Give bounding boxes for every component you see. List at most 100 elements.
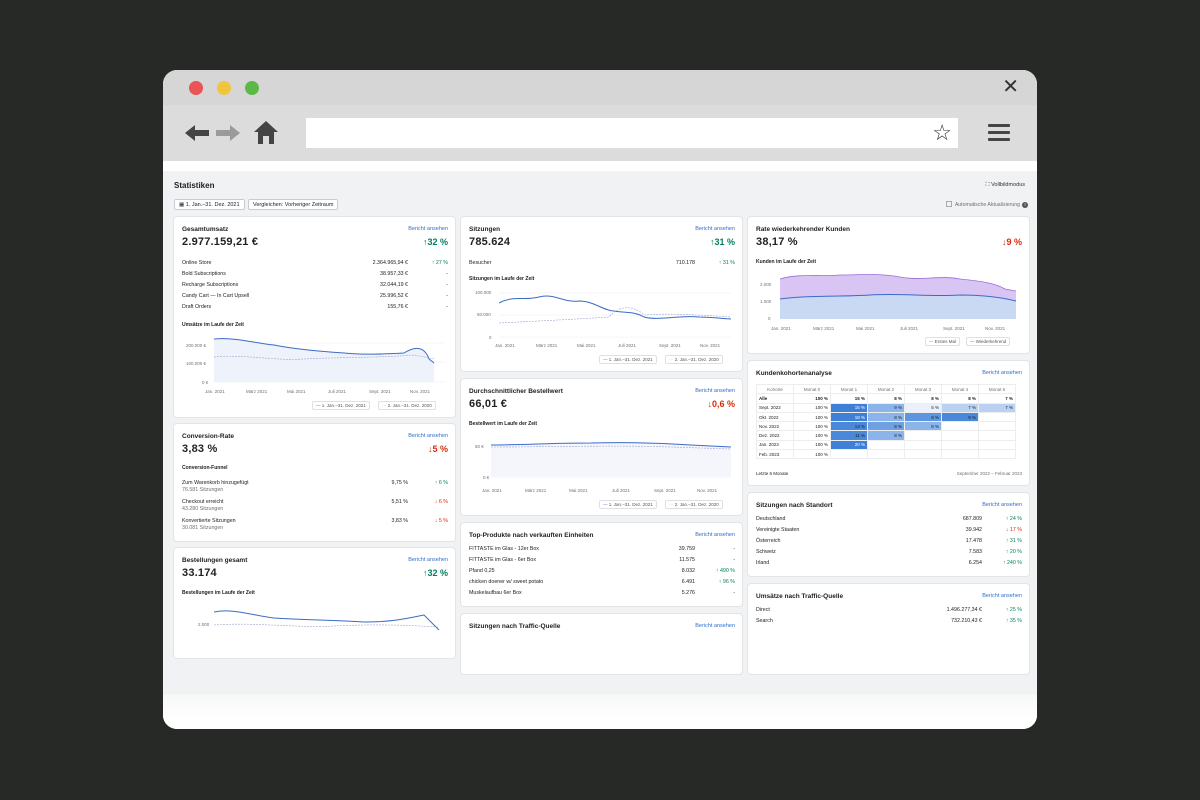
x-tick: Juli 2021 (612, 488, 631, 493)
legend-current: — 1. Jan.–31. Dez. 2021 (599, 500, 657, 509)
view-report-link[interactable]: Bericht ansehen (408, 226, 448, 232)
cohort-cell: 15 % (830, 402, 868, 413)
address-bar[interactable]: ☆ (306, 118, 958, 148)
auto-update-label: Automatische Aktualisierung (954, 202, 1020, 208)
cohort-cell (978, 421, 1016, 432)
close-window-button[interactable] (189, 81, 203, 95)
y-tick: 100.000 € (186, 361, 207, 366)
row-value: 2.364.965,94 € (372, 260, 408, 266)
row-value: 39.942 (965, 527, 982, 533)
funnel-sub: 43.280 Sitzungen (182, 506, 448, 517)
y-tick: 200.000 € (186, 343, 207, 348)
card-title: Sitzungen nach Standort (756, 502, 833, 509)
fullscreen-button[interactable]: ⛶ Vollbildmodus (986, 182, 1025, 189)
x-tick: Juli 2021 (618, 343, 637, 348)
table-row: Pfand 0,25 8.032 ↑ 490 % (469, 568, 735, 579)
row-value: 155,76 € (387, 304, 408, 310)
location-card: Sitzungen nach Standort Bericht ansehen … (748, 493, 1029, 576)
cohort-cell (978, 411, 1016, 423)
forward-arrow-icon[interactable] (216, 124, 240, 142)
cohort-cell: 20 % (830, 439, 868, 451)
top-products-card: Top-Produkte nach verkauften Einheiten B… (461, 523, 742, 606)
x-tick: Sept. 2021 (943, 326, 965, 331)
home-icon[interactable] (254, 120, 278, 144)
row-change: ↑ 27 % (431, 260, 448, 266)
row-value: 5,51 % (391, 499, 409, 505)
view-report-link[interactable]: Bericht ansehen (408, 557, 448, 563)
cohort-header: Monat 2 (867, 383, 905, 395)
cohort-cell: Alle (756, 393, 794, 404)
row-change: ↑ 96 % (718, 579, 735, 585)
legend-current: — 1. Jan.–31. Dez. 2021 (312, 401, 370, 410)
row-change-value: 31 % (722, 260, 735, 266)
row-sub: 76.581 Sitzungen (182, 487, 224, 493)
cohort-header: Monat 5 (978, 383, 1016, 395)
browser-window: ✕ ☆ Statistiken ⛶ Vollbildmodus ▦ 1. Jan… (163, 70, 1037, 729)
cohort-cell: 8 % (904, 393, 942, 404)
cohort-cell: 8 % (904, 411, 942, 423)
auto-update-toggle[interactable]: Automatische Aktualisierung? (945, 201, 1028, 208)
row-change-value: 31 % (1009, 538, 1022, 544)
hamburger-menu-icon[interactable] (988, 124, 1010, 145)
row-label: Konvertierte Sitzungen (182, 518, 236, 524)
row-value: 710.178 (675, 260, 695, 266)
view-report-link[interactable]: Bericht ansehen (982, 370, 1022, 376)
cohort-row: Feb. 2023 100 % (756, 449, 1016, 460)
help-icon[interactable]: ? (1022, 202, 1028, 208)
date-range-button[interactable]: ▦ 1. Jan.–31. Dez. 2021 (174, 199, 245, 210)
compare-button[interactable]: Vergleichen: Vorheriger Zeitraum (248, 199, 339, 210)
cohort-cell (978, 439, 1016, 451)
back-arrow-icon[interactable] (185, 124, 209, 142)
row-change: - (446, 282, 448, 288)
view-report-link[interactable]: Bericht ansehen (982, 593, 1022, 599)
table-row: chicken doener w/ sweet potato 6.491 ↑ 96 … (469, 579, 735, 590)
cohort-cell (904, 449, 942, 460)
change-value: 32 % (427, 237, 448, 247)
close-icon[interactable]: ✕ (1002, 76, 1019, 98)
date-range-label: 1. Jan.–31. Dez. 2021 (185, 202, 240, 208)
row-change: ↑ 31 % (1005, 538, 1022, 544)
view-report-link[interactable]: Bericht ansehen (695, 532, 735, 538)
cohort-header: Monat 4 (941, 383, 979, 395)
bookmark-star-icon[interactable]: ☆ (932, 120, 952, 145)
row-value: 1.496.277,34 € (946, 607, 982, 613)
aov-line-chart (491, 442, 731, 478)
cohort-cell: 9 % (941, 411, 979, 423)
x-tick: März 2021 (246, 389, 268, 394)
view-report-link[interactable]: Bericht ansehen (982, 502, 1022, 508)
row-label: FITTASTE im Glas - 6er Box (469, 557, 537, 563)
maximize-window-button[interactable] (245, 81, 259, 95)
sessions-line-chart (499, 292, 731, 338)
row-label: Draft Orders (182, 304, 212, 310)
cohort-cell: 7 % (978, 393, 1016, 404)
legend-label: 1. Jan.–31. Dez. 2021 (608, 502, 653, 507)
cohort-cell (941, 421, 979, 432)
minimize-window-button[interactable] (217, 81, 231, 95)
table-row: Search 732.210,43 € ↑ 35 % (756, 618, 1022, 629)
row-change-value: 24 % (1009, 516, 1022, 522)
row-value: 6.254 (968, 560, 982, 566)
view-report-link[interactable]: Bericht ansehen (695, 623, 735, 629)
view-report-link[interactable]: Bericht ansehen (408, 433, 448, 439)
row-value: 32.044,19 € (380, 282, 408, 288)
card-title: Top-Produkte nach verkauften Einheiten (469, 532, 594, 539)
row-value: 11.575 (679, 557, 695, 563)
x-tick: Mai 2021 (287, 389, 306, 394)
row-change-value: 6 % (438, 480, 448, 486)
row-value: 6.491 (681, 579, 695, 585)
table-row: FITTASTE im Glas - 12er Box 39.759 - (469, 546, 735, 557)
view-report-link[interactable]: Bericht ansehen (695, 388, 735, 394)
row-value: 7.583 (968, 549, 982, 555)
change-value: 5 % (432, 444, 448, 454)
auto-update-checkbox[interactable] (945, 201, 952, 207)
chart-label: Bestellwert im Laufe der Zeit (469, 421, 538, 427)
y-tick: 0 (489, 335, 492, 340)
cohort-header: Monat 1 (830, 383, 868, 395)
row-change-value: 17 % (1009, 527, 1022, 533)
metric-value: 3,83 % (182, 443, 218, 455)
page-title: Statistiken (174, 181, 215, 190)
cohort-cell: 18 % (830, 411, 868, 423)
row-change: - (733, 557, 735, 563)
view-report-link[interactable]: Bericht ansehen (695, 226, 735, 232)
cohort-cell (904, 430, 942, 441)
